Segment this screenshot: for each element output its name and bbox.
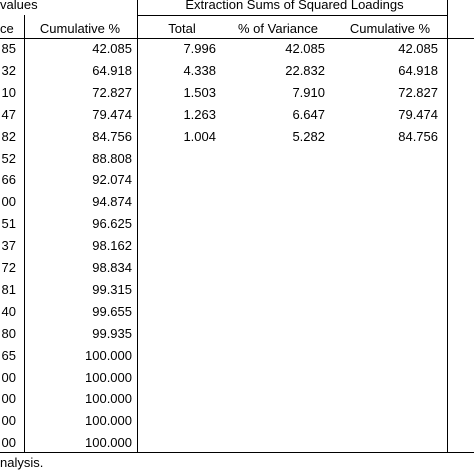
cell-variance-partial: 65 xyxy=(1,348,16,363)
cell-variance-partial: 80 xyxy=(1,326,16,341)
cell-variance-partial: 51 xyxy=(1,216,16,231)
cell-total: 7.996 xyxy=(183,41,216,56)
col-header-extraction-cumulative: Cumulative % xyxy=(349,21,431,36)
cell-variance-partial: 10 xyxy=(1,85,16,100)
cell-initial-cumulative: 100.000 xyxy=(85,370,132,385)
cell-variance-partial: 52 xyxy=(1,151,16,166)
cell-variance-partial: 00 xyxy=(1,413,16,428)
col-header-initial-cumulative: Cumulative % xyxy=(39,21,121,36)
cell-pct-variance: 7.910 xyxy=(292,85,325,100)
cell-initial-cumulative: 72.827 xyxy=(92,85,132,100)
cell-variance-partial: 00 xyxy=(1,391,16,406)
cell-initial-cumulative: 100.000 xyxy=(85,391,132,406)
cell-pct-variance: 42.085 xyxy=(285,41,325,56)
cell-variance-partial: 00 xyxy=(1,194,16,209)
cell-pct-variance: 22.832 xyxy=(285,63,325,78)
cell-initial-cumulative: 98.834 xyxy=(92,260,132,275)
cell-variance-partial: 47 xyxy=(1,107,16,122)
cell-initial-cumulative: 100.000 xyxy=(85,435,132,450)
divider-initial xyxy=(24,15,25,452)
cell-initial-cumulative: 94.874 xyxy=(92,194,132,209)
cell-extraction-cumulative: 42.085 xyxy=(398,41,438,56)
cell-extraction-cumulative: 84.756 xyxy=(398,129,438,144)
cell-initial-cumulative: 98.162 xyxy=(92,238,132,253)
cell-pct-variance: 6.647 xyxy=(292,107,325,122)
cell-total: 1.503 xyxy=(183,85,216,100)
cell-initial-cumulative: 84.756 xyxy=(92,129,132,144)
cell-initial-cumulative: 42.085 xyxy=(92,41,132,56)
cell-total: 1.004 xyxy=(183,129,216,144)
cell-variance-partial: 00 xyxy=(1,370,16,385)
col-header-variance-partial: ce xyxy=(0,21,14,36)
cell-variance-partial: 32 xyxy=(1,63,16,78)
header-rule-upper xyxy=(137,15,447,16)
cell-variance-partial: 82 xyxy=(1,129,16,144)
cell-extraction-cumulative: 72.827 xyxy=(398,85,438,100)
cell-initial-cumulative: 99.935 xyxy=(92,326,132,341)
cell-initial-cumulative: 64.918 xyxy=(92,63,132,78)
cell-variance-partial: 40 xyxy=(1,304,16,319)
cell-extraction-cumulative: 79.474 xyxy=(398,107,438,122)
cell-initial-cumulative: 99.315 xyxy=(92,282,132,297)
cell-variance-partial: 66 xyxy=(1,172,16,187)
cell-initial-cumulative: 100.000 xyxy=(85,413,132,428)
table-bottom-rule xyxy=(0,452,474,453)
cell-variance-partial: 00 xyxy=(1,435,16,450)
table-footnote: nalysis. xyxy=(0,455,44,470)
divider-extraction xyxy=(137,0,138,452)
initial-eigenvalues-header: values xyxy=(0,0,38,12)
cell-variance-partial: 37 xyxy=(1,238,16,253)
cell-initial-cumulative: 79.474 xyxy=(92,107,132,122)
cell-initial-cumulative: 99.655 xyxy=(92,304,132,319)
cell-variance-partial: 72 xyxy=(1,260,16,275)
divider-right xyxy=(447,0,448,452)
header-rule-lower xyxy=(0,38,474,39)
extraction-group-header: Extraction Sums of Squared Loadings xyxy=(185,0,404,12)
cell-variance-partial: 85 xyxy=(1,41,16,56)
cell-initial-cumulative: 88.808 xyxy=(92,151,132,166)
cell-total: 1.263 xyxy=(183,107,216,122)
cell-extraction-cumulative: 64.918 xyxy=(398,63,438,78)
cell-initial-cumulative: 92.074 xyxy=(92,172,132,187)
cell-pct-variance: 5.282 xyxy=(292,129,325,144)
cell-initial-cumulative: 100.000 xyxy=(85,348,132,363)
cell-initial-cumulative: 96.625 xyxy=(92,216,132,231)
col-header-total: Total xyxy=(168,21,196,36)
cell-variance-partial: 81 xyxy=(1,282,16,297)
col-header-pct-variance: % of Variance xyxy=(238,21,318,36)
cell-total: 4.338 xyxy=(183,63,216,78)
